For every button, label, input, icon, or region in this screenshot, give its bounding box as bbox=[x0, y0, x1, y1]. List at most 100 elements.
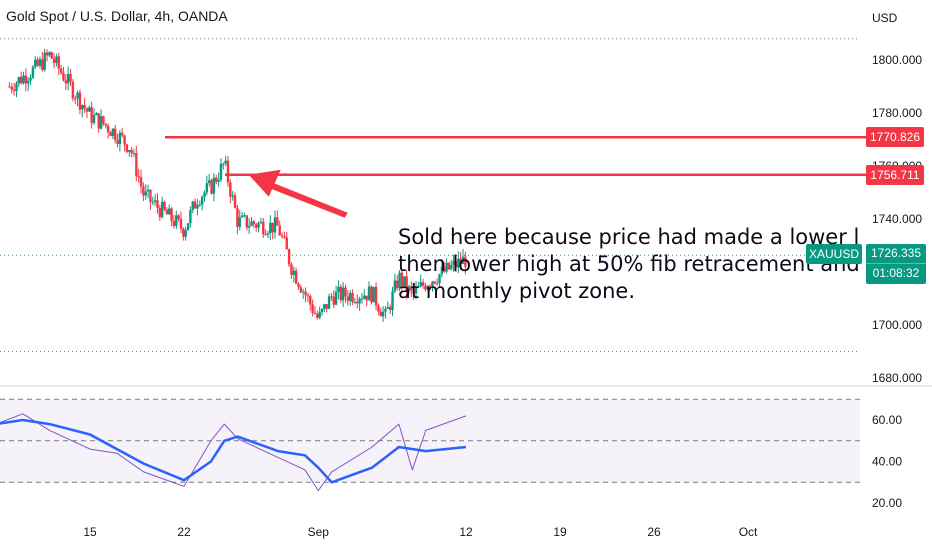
symbol-badge[interactable]: XAUUSD bbox=[806, 244, 862, 264]
candle-body bbox=[81, 105, 84, 110]
candle-body bbox=[344, 287, 347, 297]
candle-body bbox=[186, 223, 190, 231]
time-tick-label: Oct bbox=[739, 525, 758, 539]
candle-body bbox=[327, 296, 331, 309]
candle-body bbox=[440, 266, 444, 275]
candle-body bbox=[426, 286, 429, 290]
candle-body bbox=[132, 153, 136, 155]
candle-body bbox=[386, 307, 390, 309]
candle-body bbox=[287, 249, 291, 265]
candle-body bbox=[443, 266, 446, 272]
candle-body bbox=[262, 221, 265, 235]
last-price-badge[interactable]: 1726.335 01:08:32 bbox=[866, 244, 926, 284]
candle-body bbox=[381, 311, 385, 317]
candle-body bbox=[48, 52, 51, 56]
candle-body bbox=[224, 160, 227, 164]
candle-body bbox=[393, 280, 397, 292]
candle-body bbox=[370, 286, 373, 303]
trade-annotation: Sold here because price had made a lower… bbox=[398, 224, 858, 305]
candle-body bbox=[351, 292, 354, 303]
rsi-series-1 bbox=[0, 418, 467, 484]
candle-body bbox=[311, 304, 314, 313]
candle-body bbox=[349, 292, 352, 301]
price-tick-label: 1780.000 bbox=[872, 106, 922, 120]
candle-body bbox=[431, 281, 434, 287]
candle-body bbox=[102, 116, 105, 124]
time-tick-label: 26 bbox=[647, 525, 661, 539]
candle-body bbox=[177, 215, 180, 219]
candle-body bbox=[400, 272, 404, 287]
candle-body bbox=[123, 135, 126, 145]
candle-body bbox=[346, 296, 350, 301]
candle-body bbox=[92, 115, 96, 124]
candle-body bbox=[391, 291, 394, 311]
candle-body bbox=[229, 182, 232, 197]
candle-body bbox=[212, 177, 216, 194]
candle-body bbox=[160, 201, 164, 218]
candle-body bbox=[320, 308, 324, 313]
candle-body bbox=[461, 256, 465, 264]
candle-body bbox=[118, 132, 122, 144]
candle-body bbox=[156, 200, 159, 208]
candle-body bbox=[410, 286, 413, 291]
candle-body bbox=[104, 123, 107, 126]
candle-body bbox=[55, 56, 58, 63]
candle-body bbox=[292, 270, 296, 275]
candle-body bbox=[259, 221, 263, 224]
candle-body bbox=[29, 77, 32, 81]
candle-body bbox=[280, 235, 284, 237]
candle-body bbox=[88, 107, 91, 112]
price-tick-label: 1740.000 bbox=[872, 212, 922, 226]
candle-body bbox=[198, 204, 201, 206]
candle-body bbox=[222, 163, 225, 165]
candle-body bbox=[398, 272, 401, 289]
currency-label: USD bbox=[872, 11, 898, 25]
candle-body bbox=[146, 189, 150, 192]
candle-body bbox=[332, 296, 335, 305]
candle-body bbox=[137, 175, 140, 178]
candle-body bbox=[447, 262, 451, 270]
candle-body bbox=[135, 153, 138, 176]
candle-body bbox=[414, 287, 418, 294]
candle-body bbox=[170, 208, 173, 222]
candle-body bbox=[273, 217, 277, 233]
candle-body bbox=[83, 105, 86, 109]
candle-body bbox=[34, 59, 37, 68]
candle-body bbox=[360, 298, 364, 300]
candle-body bbox=[191, 201, 194, 211]
candle-body bbox=[403, 276, 406, 287]
candle-body bbox=[407, 286, 411, 292]
candle-body bbox=[215, 177, 218, 182]
candle-body bbox=[158, 207, 162, 218]
candle-body bbox=[306, 295, 310, 297]
candle-body bbox=[182, 228, 185, 237]
candle-body bbox=[316, 313, 319, 318]
candle-body bbox=[116, 140, 119, 144]
candle-body bbox=[243, 215, 246, 217]
candle-body bbox=[64, 80, 68, 84]
time-tick-label: 19 bbox=[553, 525, 567, 539]
candle-body bbox=[8, 86, 11, 88]
candle-body bbox=[236, 207, 239, 227]
candle-body bbox=[325, 304, 328, 309]
candle-body bbox=[384, 308, 387, 312]
candle-body bbox=[433, 281, 437, 284]
candle-body bbox=[142, 186, 145, 196]
candle-body bbox=[71, 81, 75, 99]
candle-body bbox=[250, 221, 253, 226]
candle-body bbox=[454, 260, 458, 268]
candle-body bbox=[283, 236, 286, 238]
candle-body bbox=[184, 230, 187, 237]
candle-body bbox=[318, 312, 321, 318]
level-badge-1770[interactable]: 1770.826 bbox=[866, 127, 924, 148]
candle-body bbox=[52, 58, 56, 63]
candle-body bbox=[226, 160, 230, 183]
candle-body bbox=[196, 204, 199, 209]
candle-body bbox=[388, 307, 392, 311]
level-badge-1756[interactable]: 1756.711 bbox=[866, 164, 924, 185]
candle-body bbox=[417, 286, 420, 288]
candle-body bbox=[269, 222, 272, 234]
candle-body bbox=[151, 201, 154, 203]
candle-body bbox=[10, 86, 13, 90]
